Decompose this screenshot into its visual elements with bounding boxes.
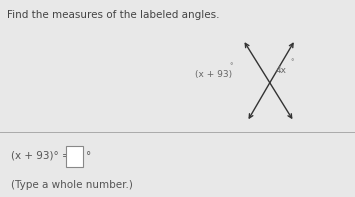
Text: °: ° [86,151,91,161]
Text: 4x: 4x [275,66,286,75]
Text: (x + 93)° =: (x + 93)° = [11,151,70,161]
Text: °: ° [229,63,233,69]
Text: Find the measures of the labeled angles.: Find the measures of the labeled angles. [7,10,220,20]
FancyBboxPatch shape [66,146,83,167]
Text: (Type a whole number.): (Type a whole number.) [11,180,132,190]
Text: °: ° [290,60,294,66]
Text: (x + 93): (x + 93) [195,70,233,79]
